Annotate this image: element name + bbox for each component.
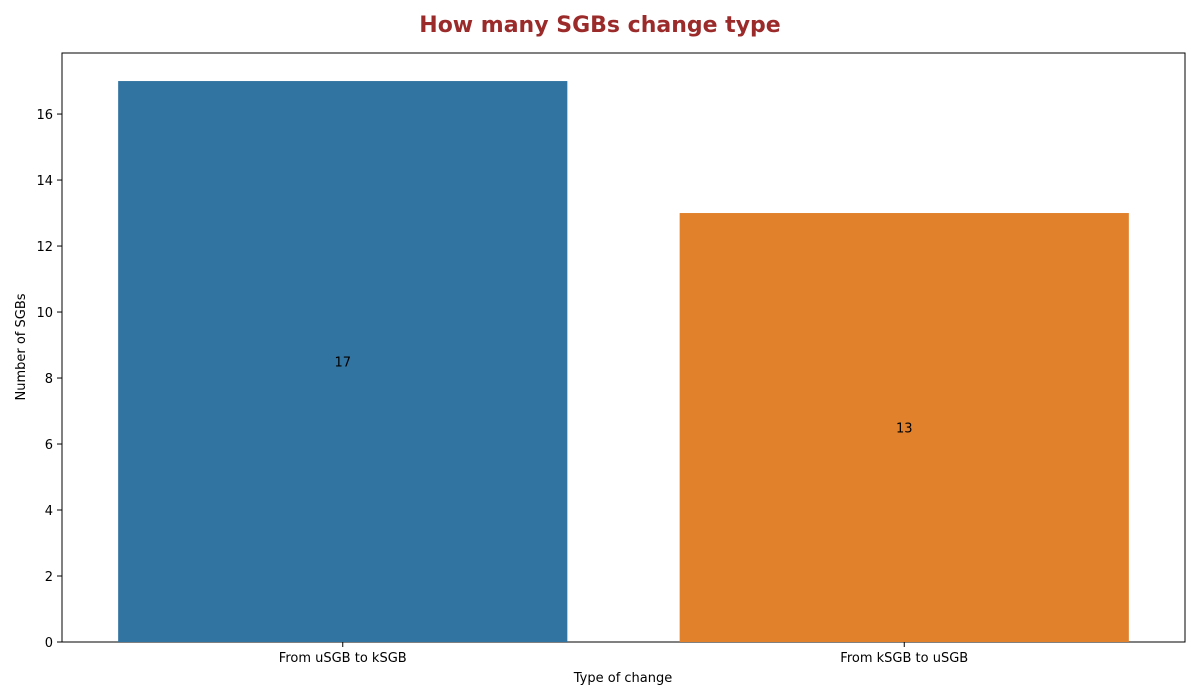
y-axis-label: Number of SGBs <box>14 293 29 400</box>
data-label-2: 13 <box>896 422 913 437</box>
x-tick-label-2: From kSGB to uSGB <box>840 651 968 666</box>
y-tick-label-6: 6 <box>45 438 53 453</box>
data-label-1: 17 <box>334 356 351 371</box>
y-tick-label-10: 10 <box>36 306 53 321</box>
y-tick-label-16: 16 <box>36 108 53 123</box>
plot-area <box>61 52 1186 643</box>
y-tick-label-4: 4 <box>45 504 53 519</box>
y-tick-label-8: 8 <box>45 372 53 387</box>
bar-2 <box>679 213 1129 642</box>
x-tick-label-1: From uSGB to kSGB <box>279 651 407 666</box>
chart-title: How many SGBs change type <box>419 13 780 38</box>
y-tick-label-14: 14 <box>36 174 53 189</box>
x-axis-label: Type of change <box>573 671 673 686</box>
y-tick-label-0: 0 <box>45 636 53 651</box>
bar-1 <box>118 81 568 643</box>
bars-group <box>118 81 1129 643</box>
y-tick-label-12: 12 <box>36 240 53 255</box>
y-tick-label-2: 2 <box>45 570 53 585</box>
ticks-group: From uSGB to kSGB From kSGB to uSGB 0 2 4 6 8 1… <box>36 108 968 666</box>
